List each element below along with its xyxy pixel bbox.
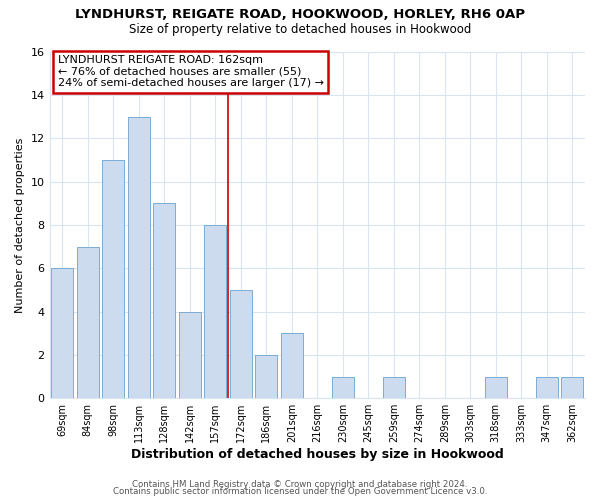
- Bar: [281, 333, 302, 398]
- Bar: [230, 290, 251, 398]
- Bar: [485, 376, 506, 398]
- Bar: [179, 312, 200, 398]
- Bar: [536, 376, 557, 398]
- Text: Contains public sector information licensed under the Open Government Licence v3: Contains public sector information licen…: [113, 488, 487, 496]
- X-axis label: Distribution of detached houses by size in Hookwood: Distribution of detached houses by size …: [131, 448, 503, 461]
- Bar: [205, 225, 226, 398]
- Bar: [256, 355, 277, 398]
- Y-axis label: Number of detached properties: Number of detached properties: [15, 137, 25, 312]
- Bar: [154, 203, 175, 398]
- Bar: [383, 376, 404, 398]
- Text: Contains HM Land Registry data © Crown copyright and database right 2024.: Contains HM Land Registry data © Crown c…: [132, 480, 468, 489]
- Bar: [562, 376, 583, 398]
- Text: Size of property relative to detached houses in Hookwood: Size of property relative to detached ho…: [129, 22, 471, 36]
- Bar: [103, 160, 124, 398]
- Bar: [52, 268, 73, 398]
- Text: LYNDHURST, REIGATE ROAD, HOOKWOOD, HORLEY, RH6 0AP: LYNDHURST, REIGATE ROAD, HOOKWOOD, HORLE…: [75, 8, 525, 20]
- Text: LYNDHURST REIGATE ROAD: 162sqm
← 76% of detached houses are smaller (55)
24% of : LYNDHURST REIGATE ROAD: 162sqm ← 76% of …: [58, 55, 323, 88]
- Bar: [128, 116, 149, 398]
- Bar: [77, 246, 98, 398]
- Bar: [332, 376, 353, 398]
